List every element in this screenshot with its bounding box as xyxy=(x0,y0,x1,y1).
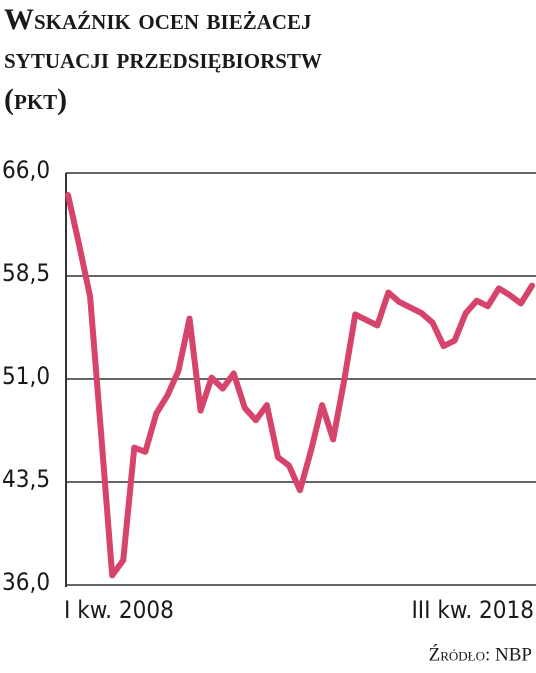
y-tick-label: 58,5 xyxy=(2,259,50,287)
y-tick-label: 51,0 xyxy=(2,362,50,390)
x-tick-label: I kw. 2008 xyxy=(64,596,174,624)
y-tick-label: 36,0 xyxy=(2,568,50,596)
chart-title: (pkt) xyxy=(4,83,67,116)
y-tick-label: 66,0 xyxy=(2,156,50,184)
data-line xyxy=(65,191,535,579)
source: Źródło: NBP xyxy=(429,643,532,665)
x-tick-label: III kw. 2018 xyxy=(411,596,534,624)
chart-title: sytuacji przedsiębiorstw xyxy=(4,42,322,75)
y-tick-label: 43,5 xyxy=(2,465,50,493)
chart-title: Wskaźnik ocen bieżacej xyxy=(4,3,312,36)
